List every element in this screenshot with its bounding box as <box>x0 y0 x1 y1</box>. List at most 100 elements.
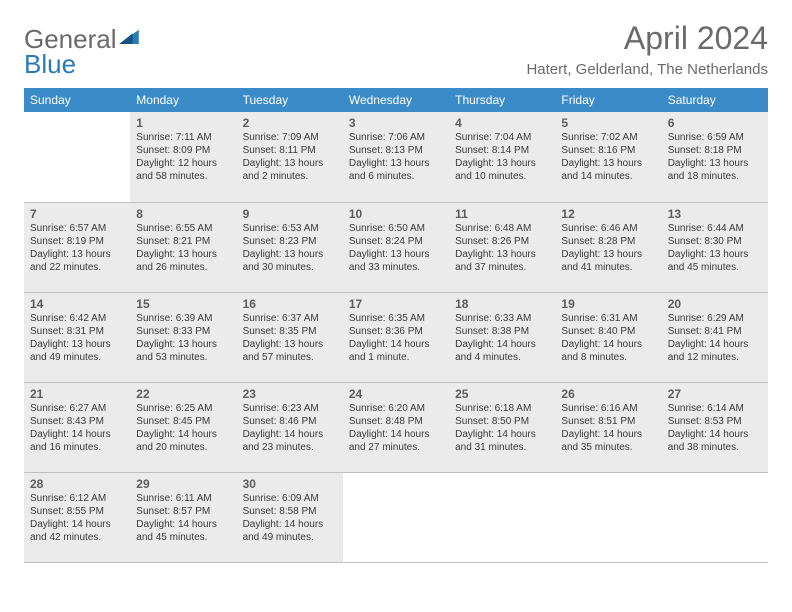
day-detail-sr: Sunrise: 7:04 AM <box>455 131 549 144</box>
day-detail-d2: and 6 minutes. <box>349 170 443 183</box>
weekday-header: Wednesday <box>343 88 449 112</box>
day-number: 22 <box>136 387 230 401</box>
day-detail-ss: Sunset: 8:28 PM <box>561 235 655 248</box>
weekday-header: Saturday <box>662 88 768 112</box>
day-detail-sr: Sunrise: 6:27 AM <box>30 402 124 415</box>
day-number: 12 <box>561 207 655 221</box>
day-cell: 19Sunrise: 6:31 AMSunset: 8:40 PMDayligh… <box>555 292 661 382</box>
day-detail-ss: Sunset: 8:51 PM <box>561 415 655 428</box>
day-detail-d2: and 45 minutes. <box>668 261 762 274</box>
day-cell: 22Sunrise: 6:25 AMSunset: 8:45 PMDayligh… <box>130 382 236 472</box>
day-detail-d2: and 27 minutes. <box>349 441 443 454</box>
day-detail-ss: Sunset: 8:21 PM <box>136 235 230 248</box>
day-number: 3 <box>349 116 443 130</box>
day-detail-sr: Sunrise: 6:50 AM <box>349 222 443 235</box>
day-number: 21 <box>30 387 124 401</box>
day-detail-sr: Sunrise: 7:09 AM <box>243 131 337 144</box>
day-number: 1 <box>136 116 230 130</box>
day-detail-d2: and 20 minutes. <box>136 441 230 454</box>
day-detail-ss: Sunset: 8:30 PM <box>668 235 762 248</box>
day-detail-sr: Sunrise: 6:46 AM <box>561 222 655 235</box>
day-number: 29 <box>136 477 230 491</box>
day-cell: 17Sunrise: 6:35 AMSunset: 8:36 PMDayligh… <box>343 292 449 382</box>
day-number: 26 <box>561 387 655 401</box>
day-detail-ss: Sunset: 8:11 PM <box>243 144 337 157</box>
day-detail-d1: Daylight: 14 hours <box>455 338 549 351</box>
logo: GeneralBlue <box>24 20 141 80</box>
day-detail-ss: Sunset: 8:50 PM <box>455 415 549 428</box>
day-number: 13 <box>668 207 762 221</box>
day-detail-ss: Sunset: 8:33 PM <box>136 325 230 338</box>
day-detail-sr: Sunrise: 7:06 AM <box>349 131 443 144</box>
day-cell: 23Sunrise: 6:23 AMSunset: 8:46 PMDayligh… <box>237 382 343 472</box>
day-number: 9 <box>243 207 337 221</box>
day-detail-d2: and 38 minutes. <box>668 441 762 454</box>
day-cell: 7Sunrise: 6:57 AMSunset: 8:19 PMDaylight… <box>24 202 130 292</box>
day-cell: 4Sunrise: 7:04 AMSunset: 8:14 PMDaylight… <box>449 112 555 202</box>
logo-text-b: Blue <box>24 49 76 79</box>
day-detail-d1: Daylight: 14 hours <box>349 338 443 351</box>
day-number: 7 <box>30 207 124 221</box>
header: GeneralBlue April 2024 Hatert, Gelderlan… <box>24 20 768 80</box>
day-cell: 21Sunrise: 6:27 AMSunset: 8:43 PMDayligh… <box>24 382 130 472</box>
calendar-page: GeneralBlue April 2024 Hatert, Gelderlan… <box>0 0 792 612</box>
day-detail-ss: Sunset: 8:16 PM <box>561 144 655 157</box>
day-cell: 27Sunrise: 6:14 AMSunset: 8:53 PMDayligh… <box>662 382 768 472</box>
day-detail-d1: Daylight: 14 hours <box>243 518 337 531</box>
day-number: 2 <box>243 116 337 130</box>
day-detail-d1: Daylight: 14 hours <box>668 428 762 441</box>
day-detail-ss: Sunset: 8:31 PM <box>30 325 124 338</box>
day-cell: 18Sunrise: 6:33 AMSunset: 8:38 PMDayligh… <box>449 292 555 382</box>
day-detail-sr: Sunrise: 6:20 AM <box>349 402 443 415</box>
day-detail-d2: and 53 minutes. <box>136 351 230 364</box>
day-number: 19 <box>561 297 655 311</box>
day-detail-d1: Daylight: 13 hours <box>561 248 655 261</box>
day-detail-ss: Sunset: 8:53 PM <box>668 415 762 428</box>
location-text: Hatert, Gelderland, The Netherlands <box>526 61 768 78</box>
day-number: 16 <box>243 297 337 311</box>
day-detail-sr: Sunrise: 6:48 AM <box>455 222 549 235</box>
day-detail-d1: Daylight: 13 hours <box>349 157 443 170</box>
day-detail-ss: Sunset: 8:09 PM <box>136 144 230 157</box>
day-cell: 26Sunrise: 6:16 AMSunset: 8:51 PMDayligh… <box>555 382 661 472</box>
day-detail-ss: Sunset: 8:13 PM <box>349 144 443 157</box>
day-detail-d2: and 4 minutes. <box>455 351 549 364</box>
day-detail-d2: and 30 minutes. <box>243 261 337 274</box>
day-number: 8 <box>136 207 230 221</box>
day-cell: 25Sunrise: 6:18 AMSunset: 8:50 PMDayligh… <box>449 382 555 472</box>
day-cell: 30Sunrise: 6:09 AMSunset: 8:58 PMDayligh… <box>237 472 343 562</box>
day-cell <box>555 472 661 562</box>
day-detail-sr: Sunrise: 6:44 AM <box>668 222 762 235</box>
day-detail-d2: and 18 minutes. <box>668 170 762 183</box>
day-detail-ss: Sunset: 8:40 PM <box>561 325 655 338</box>
title-block: April 2024 Hatert, Gelderland, The Nethe… <box>526 20 768 78</box>
day-detail-sr: Sunrise: 6:39 AM <box>136 312 230 325</box>
day-detail-ss: Sunset: 8:55 PM <box>30 505 124 518</box>
day-detail-d1: Daylight: 13 hours <box>455 157 549 170</box>
day-number: 30 <box>243 477 337 491</box>
day-detail-d1: Daylight: 13 hours <box>30 248 124 261</box>
day-detail-d2: and 16 minutes. <box>30 441 124 454</box>
day-detail-d1: Daylight: 14 hours <box>668 338 762 351</box>
day-detail-d1: Daylight: 14 hours <box>455 428 549 441</box>
weekday-header: Thursday <box>449 88 555 112</box>
day-detail-d1: Daylight: 13 hours <box>668 157 762 170</box>
day-cell <box>449 472 555 562</box>
day-detail-d2: and 1 minute. <box>349 351 443 364</box>
day-detail-d2: and 22 minutes. <box>30 261 124 274</box>
day-detail-d1: Daylight: 13 hours <box>455 248 549 261</box>
day-detail-sr: Sunrise: 6:42 AM <box>30 312 124 325</box>
day-detail-d2: and 45 minutes. <box>136 531 230 544</box>
weekday-header: Sunday <box>24 88 130 112</box>
day-number: 5 <box>561 116 655 130</box>
day-cell: 14Sunrise: 6:42 AMSunset: 8:31 PMDayligh… <box>24 292 130 382</box>
day-cell <box>343 472 449 562</box>
day-cell: 12Sunrise: 6:46 AMSunset: 8:28 PMDayligh… <box>555 202 661 292</box>
day-detail-d1: Daylight: 13 hours <box>136 338 230 351</box>
day-detail-d2: and 49 minutes. <box>30 351 124 364</box>
day-cell: 29Sunrise: 6:11 AMSunset: 8:57 PMDayligh… <box>130 472 236 562</box>
day-detail-d2: and 57 minutes. <box>243 351 337 364</box>
day-detail-d2: and 23 minutes. <box>243 441 337 454</box>
day-detail-sr: Sunrise: 6:53 AM <box>243 222 337 235</box>
day-detail-sr: Sunrise: 6:33 AM <box>455 312 549 325</box>
